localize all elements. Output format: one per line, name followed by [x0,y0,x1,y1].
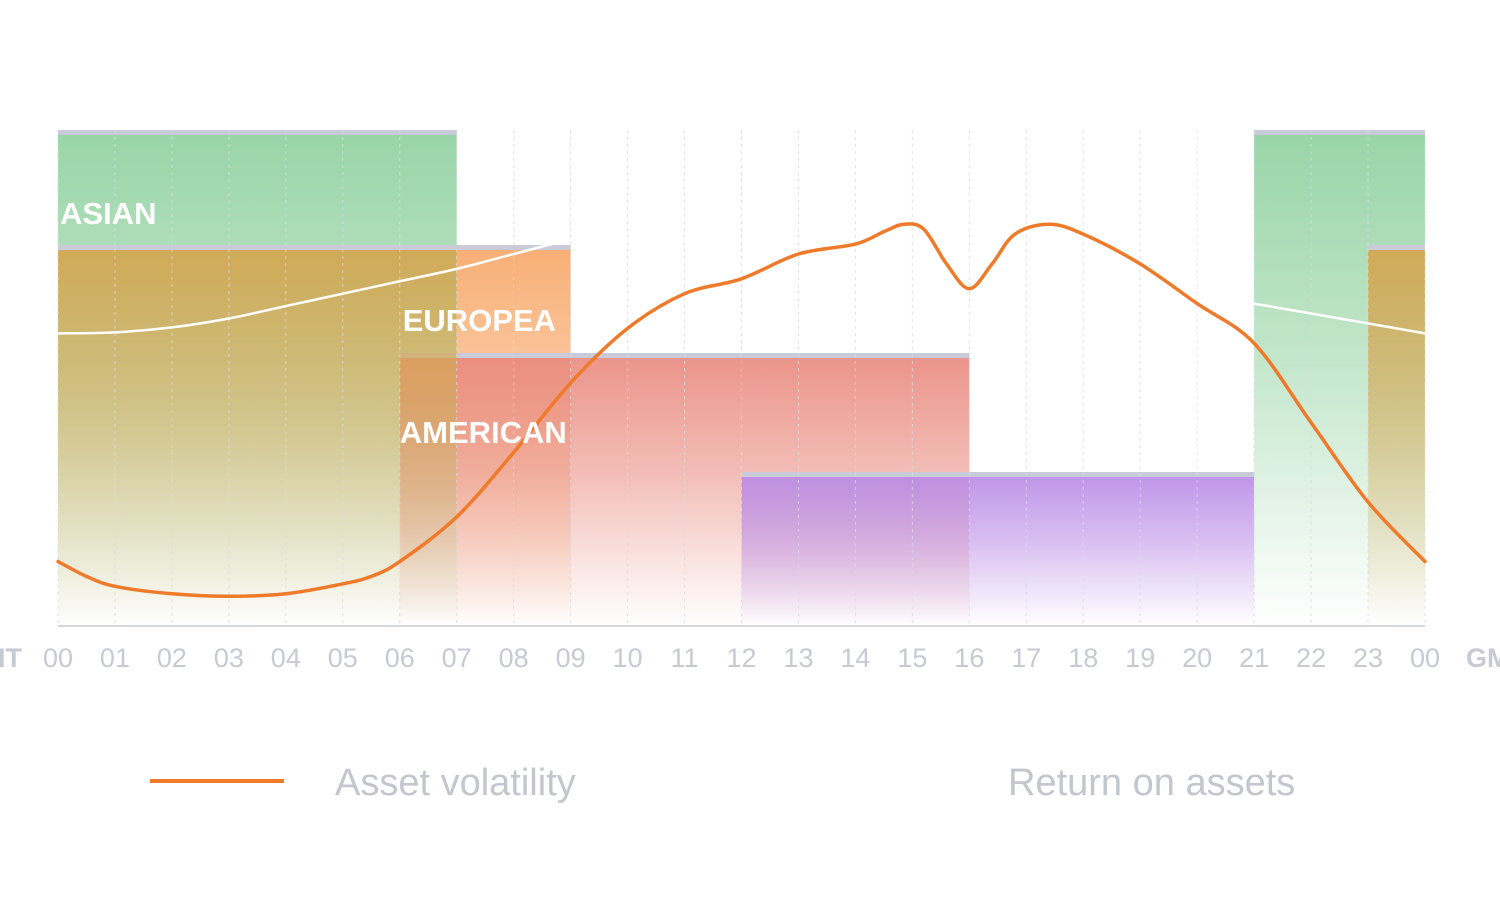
x-tick-label: 14 [840,643,870,673]
session-band-pacific [741,472,1255,626]
session-band-top-asian [1254,130,1425,135]
x-tick-label: 19 [1125,643,1155,673]
session-band-asian-european [1368,245,1425,626]
x-tick-label: 01 [100,643,130,673]
x-tick-label: 02 [157,643,187,673]
x-tick-label: 00 [1410,643,1440,673]
series-line-return-on-assets-1 [1252,302,1427,335]
session-band-top-european [456,245,571,250]
x-tick-label: 05 [328,643,358,673]
x-tick-label: 23 [1353,643,1383,673]
session-label-asian: ASIAN [60,196,156,231]
x-tick-label: 08 [499,643,529,673]
x-tick-label: 07 [442,643,472,673]
x-tick-label: 11 [671,643,699,673]
x-tick-label: 21 [1239,643,1269,673]
x-tick-label: 09 [556,643,586,673]
series-line-return-on-assets-0 [56,237,572,335]
session-band-asian-european [58,245,457,626]
x-tick-label: 13 [783,643,813,673]
session-label-american: AMERICAN [400,415,567,450]
legend-label-asset-volatility: Asset volatility [335,762,576,804]
x-tick-label: 20 [1182,643,1212,673]
series-layer [56,222,1427,598]
session-label-european: EUROPEA [403,303,556,338]
x-axis-left-label: IT [0,643,23,673]
session-band-top-pacific [741,472,1255,477]
x-tick-label: 03 [214,643,244,673]
series-line-asset-volatility [56,222,1427,598]
x-axis-right-label: GM [1466,643,1500,673]
session-band-top-asian-european [1368,245,1425,250]
session-band-top-asian [58,130,457,135]
x-tick-label: 06 [385,643,415,673]
x-tick-label: 17 [1011,643,1041,673]
x-tick-label: 04 [271,643,301,673]
session-band-top-asian-european [58,245,457,250]
x-tick-label: 12 [726,643,756,673]
x-tick-label: 10 [613,643,643,673]
x-tick-label: 16 [954,643,984,673]
session-labels-layer: ASIAN EUROPEA AMERICAN [60,196,567,450]
x-tick-label: 00 [43,643,73,673]
x-tick-label: 22 [1296,643,1326,673]
legend: Asset volatility Return on assets [150,762,1295,804]
grid-layer [57,130,1426,626]
x-tick-label: 18 [1068,643,1098,673]
x-tick-labels: 00 01 02 03 04 05 06 07 08 09 10 11 12 13 14 15 16 17 18 19… [0,643,1500,673]
x-tick-label: 15 [897,643,927,673]
legend-label-return-on-assets: Return on assets [1008,762,1295,804]
